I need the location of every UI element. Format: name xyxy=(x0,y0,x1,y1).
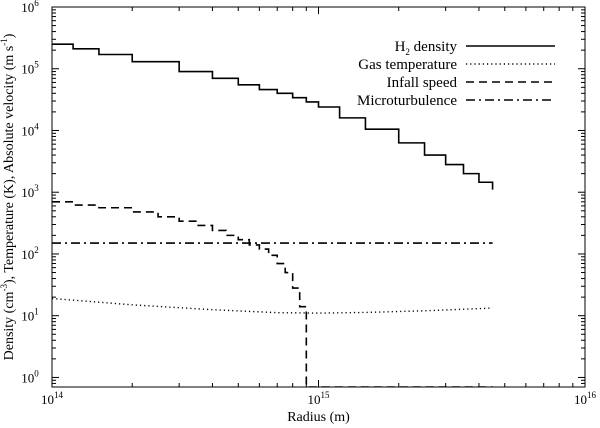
y-axis-title-exp-a: -3 xyxy=(0,284,9,292)
x-axis-title: Radius (m) xyxy=(287,410,350,425)
y-tick-label: 106 xyxy=(21,0,39,15)
x-tick-label: 1014 xyxy=(41,390,64,407)
y-tick-label: 100 xyxy=(21,368,39,385)
y-axis-title-part-c: ) xyxy=(2,33,17,38)
series-line-1 xyxy=(52,43,494,190)
legend-label-1: H2 density xyxy=(395,39,458,57)
y-axis-title-part-b: ), Temperature (K), Absolute velocity (m… xyxy=(2,46,17,284)
x-tick-label: 1016 xyxy=(574,390,597,407)
series-line-3 xyxy=(52,200,493,387)
y-axis-title: Density (cm-3), Temperature (K), Absolut… xyxy=(0,33,17,360)
y-tick-label: 102 xyxy=(21,245,39,262)
x-tick-label: 1015 xyxy=(308,390,331,407)
label-layer: 1014 1015 1016 100 101 102 103 104 105 106 xyxy=(21,0,596,407)
y-tick-label: 103 xyxy=(21,183,39,200)
legend-label-2: Gas temperature xyxy=(358,57,457,73)
y-axis-title-exp-b: -1 xyxy=(0,38,9,46)
legend-label-3: Infall speed xyxy=(387,75,458,91)
series-line-2 xyxy=(52,297,493,314)
legend-label-4: Microturbulence xyxy=(357,93,457,109)
tick-layer xyxy=(51,6,586,388)
plot-frame xyxy=(51,6,586,388)
y-tick-label: 101 xyxy=(21,307,39,324)
y-axis-title-part-a: Density (cm xyxy=(2,291,17,360)
y-tick-label: 104 xyxy=(21,121,39,138)
series-layer xyxy=(52,43,494,387)
y-tick-label: 105 xyxy=(21,60,39,77)
